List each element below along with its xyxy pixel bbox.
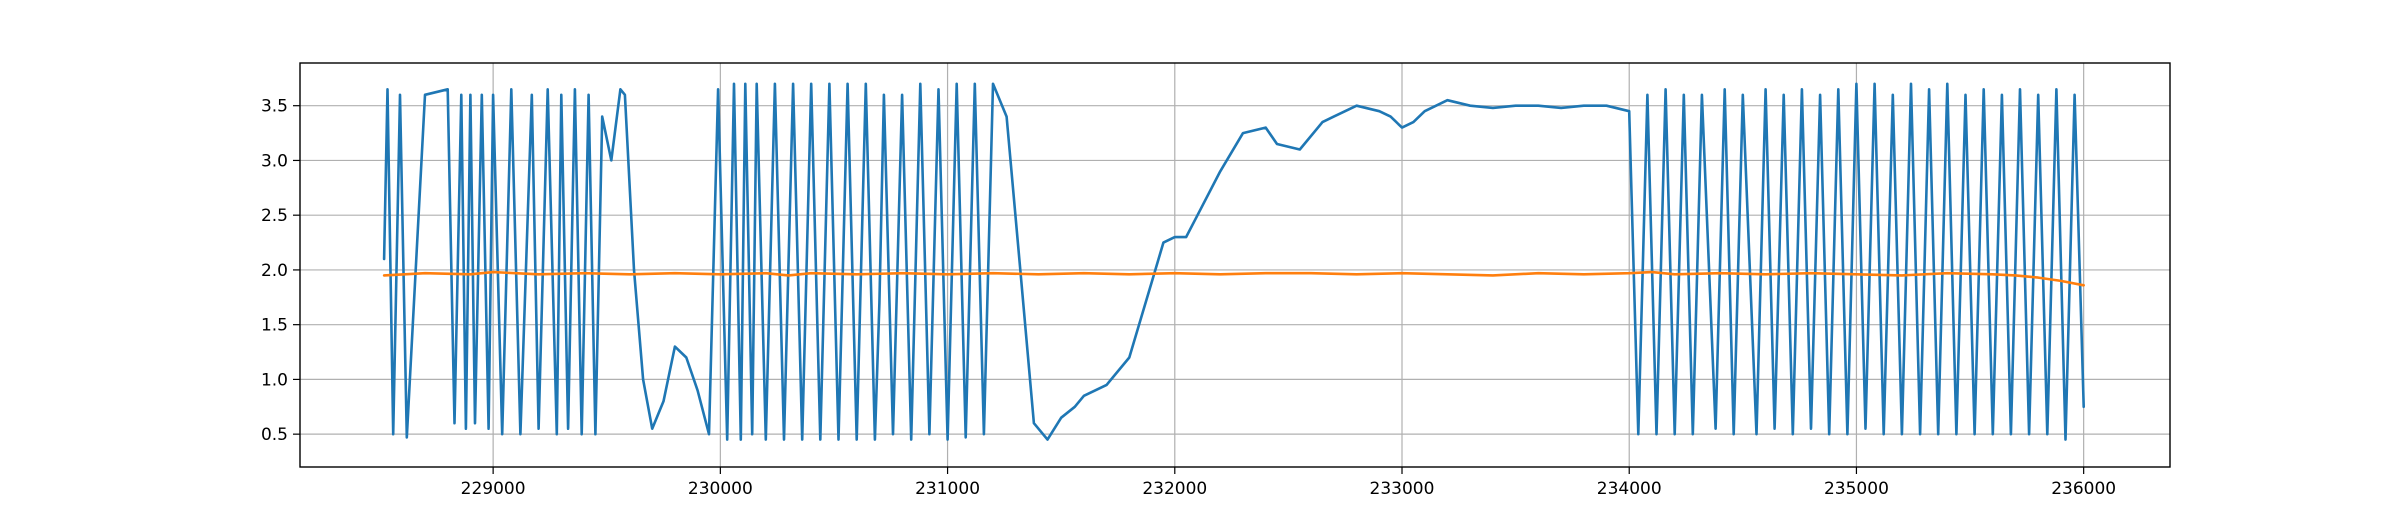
y-tick-label: 1.0	[261, 370, 288, 390]
x-axis: 229000 230000 231000 232000 233000 234000 2350…	[461, 467, 2116, 499]
x-tick-label: 236000	[2051, 479, 2116, 499]
series-line-1	[382, 82, 2085, 441]
x-tick-label: 229000	[461, 479, 526, 499]
y-tick-label: 2.0	[261, 261, 288, 281]
x-tick-label: 235000	[1824, 479, 1889, 499]
y-tick-label: 1.5	[261, 316, 288, 336]
y-tick-label: 2.5	[261, 206, 288, 226]
y-tick-label: 0.5	[261, 425, 288, 445]
x-tick-label: 234000	[1597, 479, 1662, 499]
y-tick-label: 3.0	[261, 151, 288, 171]
x-tick-label: 231000	[915, 479, 980, 499]
series-layer	[382, 82, 2085, 441]
series-line-2	[382, 270, 2085, 287]
plot-frame	[299, 62, 2171, 468]
y-tick-label: 3.5	[261, 97, 288, 117]
y-axis: 0.5 1.0 1.5 2.0 2.5 3.0 3.5	[261, 97, 300, 445]
x-tick-label: 230000	[688, 479, 753, 499]
x-tick-label: 233000	[1370, 479, 1435, 499]
x-tick-label: 232000	[1142, 479, 1207, 499]
